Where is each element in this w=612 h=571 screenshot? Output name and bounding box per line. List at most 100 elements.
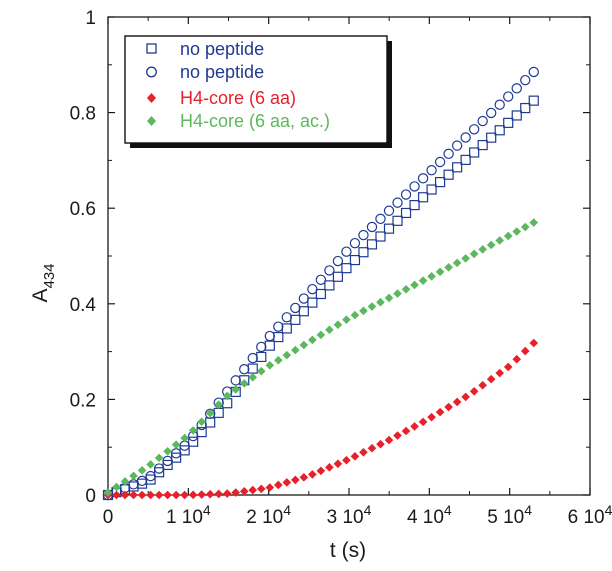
data-point-diamond [256, 366, 266, 376]
data-point-diamond [401, 284, 411, 294]
data-point-circle [358, 229, 369, 241]
data-point-diamond [146, 490, 155, 500]
legend-item-2: no peptide [146, 62, 264, 82]
x-tick-label-mantissa: 1 10 [166, 507, 203, 528]
data-point-diamond [231, 488, 241, 497]
data-point-diamond [359, 306, 368, 316]
data-point-square [332, 271, 344, 282]
y-tick-label: 0.6 [70, 199, 96, 220]
data-point-circle [417, 173, 429, 184]
data-point-square [298, 306, 309, 317]
data-point-diamond [308, 470, 317, 479]
data-point-diamond [112, 490, 121, 500]
data-point-circle [451, 140, 463, 151]
data-point-diamond [333, 459, 343, 469]
x-tick-label-mantissa: 5 10 [487, 507, 524, 528]
data-point-diamond [529, 218, 539, 227]
x-tick-label: 5 104 [487, 502, 532, 528]
data-point-diamond [197, 417, 206, 427]
data-point-diamond [486, 240, 496, 250]
data-point-circle [349, 237, 361, 249]
x-tick-label-exponent: 4 [203, 502, 211, 518]
data-point-square [307, 297, 318, 308]
data-point-diamond [274, 355, 283, 365]
data-point-diamond [461, 254, 470, 263]
data-point-square [503, 117, 514, 128]
series-sq [102, 95, 539, 501]
data-point-diamond [359, 447, 368, 457]
data-point-diamond [291, 475, 300, 485]
legend-label-3: H4-core (6 aa) [180, 88, 296, 108]
data-point-circle [528, 66, 539, 78]
data-point-diamond [410, 280, 419, 290]
data-point-diamond [325, 463, 334, 472]
data-point-diamond [367, 443, 377, 453]
x-tick-label-mantissa: 6 10 [568, 507, 605, 528]
legend-label-1: no peptide [180, 39, 264, 59]
data-point-diamond [350, 452, 360, 461]
data-point-diamond [316, 466, 326, 476]
data-point-diamond [512, 354, 522, 364]
data-point-circle [307, 283, 318, 295]
data-point-circle [298, 293, 310, 304]
data-point-diamond [205, 408, 215, 418]
data-point-diamond [393, 431, 402, 440]
data-point-square [273, 331, 284, 343]
x-tick-label: 6 104 [568, 502, 612, 528]
data-point-diamond [129, 490, 138, 500]
data-point-square [315, 288, 326, 300]
data-point-diamond [103, 488, 113, 497]
data-point-circle [375, 213, 386, 225]
data-point-square [520, 102, 531, 114]
data-point-circle [434, 156, 446, 168]
data-point-diamond [222, 489, 232, 498]
data-point-diamond [376, 439, 385, 449]
data-point-diamond [137, 490, 147, 500]
data-point-diamond [393, 289, 402, 298]
y-axis-title-sub: 434 [41, 263, 58, 288]
data-point-square [375, 231, 386, 242]
data-point-diamond [418, 276, 428, 285]
data-point-circle [281, 312, 293, 323]
x-tick-label-exponent: 4 [364, 502, 372, 518]
data-point-square [528, 95, 539, 106]
x-tick-label: 4 104 [407, 502, 452, 528]
data-point-square [264, 340, 275, 351]
x-tick-label-mantissa: 2 10 [246, 507, 283, 528]
data-point-diamond [231, 385, 241, 394]
legend-item-4: H4-core (6 aa, ac.) [147, 111, 330, 131]
data-point-diamond [154, 490, 164, 500]
data-point-diamond [214, 489, 223, 499]
data-point-square [153, 467, 165, 478]
data-point-diamond [401, 426, 411, 436]
data-point-diamond [444, 263, 453, 272]
legend-marker-green-diamond [147, 116, 156, 126]
data-point-diamond [461, 392, 470, 402]
data-point-circle [494, 99, 505, 110]
data-point-diamond [478, 380, 487, 390]
data-point-circle [145, 470, 156, 482]
x-tick-label: 0 [103, 507, 114, 528]
data-point-circle [273, 321, 284, 332]
y-axis-title-group: A434 [29, 263, 58, 302]
data-point-square [400, 207, 412, 219]
data-point-square [383, 223, 395, 234]
data-point-circle [162, 455, 173, 467]
data-point-circle [468, 124, 480, 135]
data-point-square [469, 147, 480, 158]
data-point-square [452, 162, 463, 173]
data-point-square [205, 417, 216, 428]
x-tick-label: 2 104 [246, 502, 291, 528]
data-point-circle [247, 352, 258, 364]
data-point-circle [400, 189, 412, 200]
data-point-circle [392, 197, 403, 208]
data-point-diamond [529, 338, 539, 348]
data-point-diamond [239, 379, 249, 388]
data-point-diamond [137, 466, 147, 475]
y-tick-label: 0.8 [70, 104, 96, 125]
data-point-diamond [163, 490, 172, 500]
data-point-circle [341, 246, 352, 257]
data-point-diamond [325, 325, 334, 335]
data-point-circle [315, 274, 327, 285]
